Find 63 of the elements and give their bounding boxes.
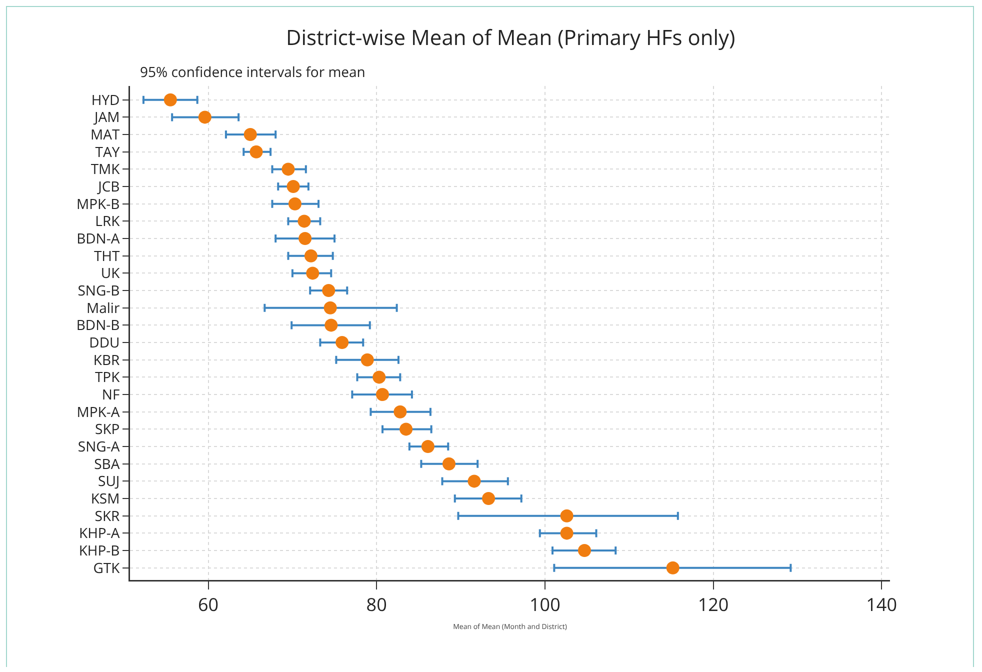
point [360, 353, 374, 366]
y-tick-label: GTK [93, 558, 120, 578]
y-tick-label: TAY [95, 142, 120, 162]
point [304, 249, 318, 262]
y-tick-label: SNG-B [78, 281, 120, 300]
point [324, 318, 338, 332]
y-tick-label: BDN-A [76, 229, 120, 248]
point [298, 232, 312, 246]
y-tick-label: SKP [95, 420, 120, 440]
y-tick-label: SUJ [98, 472, 120, 492]
x-tick-label: 80 [366, 593, 387, 618]
y-tick-label: JCB [96, 177, 120, 196]
y-tick-label: KHP-A [79, 524, 120, 544]
y-tick-label: Malir [86, 298, 120, 318]
point [376, 388, 389, 402]
y-tick-label: JAM [92, 108, 120, 128]
point [244, 128, 257, 142]
point [482, 492, 496, 506]
x-tick-label: 140 [866, 593, 898, 618]
point [164, 93, 177, 106]
y-tick-label: BDN-B [76, 316, 120, 336]
y-tick-label: KHP-B [78, 541, 120, 560]
point [578, 544, 591, 558]
point [324, 301, 337, 314]
point [250, 145, 263, 158]
point [336, 336, 349, 350]
point [322, 284, 336, 298]
y-tick-label: NF [102, 385, 120, 404]
point [560, 509, 574, 522]
point [400, 422, 413, 436]
point [282, 162, 295, 176]
y-tick-label: SBA [94, 454, 120, 474]
point [198, 110, 212, 124]
x-tick-label: 60 [198, 593, 219, 618]
point [372, 370, 386, 384]
point [394, 405, 407, 418]
y-tick-label: MPK-A [76, 402, 120, 422]
y-tick-label: TPK [94, 368, 120, 388]
x-tick-label: 100 [529, 593, 560, 618]
point [442, 457, 456, 470]
point [306, 266, 320, 280]
y-tick-label: THT [94, 246, 120, 266]
point [421, 440, 434, 454]
point [298, 214, 311, 228]
y-tick-label: LRK [95, 212, 120, 232]
y-tick-label: SKR [94, 506, 120, 526]
x-tick-label: 120 [698, 593, 729, 618]
y-tick-label: MPK-B [76, 194, 120, 214]
y-tick-label: UK [100, 264, 120, 284]
y-tick-label: KBR [93, 350, 120, 370]
y-tick-label: HYD [91, 90, 120, 110]
point [560, 526, 574, 540]
chart-title: District-wise Mean of Mean (Primary HFs only) [286, 24, 736, 52]
y-tick-label: TMK [90, 160, 120, 180]
point [666, 561, 680, 574]
y-tick-label: MAT [90, 125, 120, 144]
chart-subtitle: 95% confidence intervals for mean [140, 63, 366, 82]
y-tick-label: SNG-A [78, 437, 120, 456]
point [286, 180, 300, 194]
point [288, 197, 302, 210]
y-tick-label: DDU [89, 333, 120, 352]
y-tick-label: KSM [90, 489, 120, 508]
point [468, 474, 481, 488]
